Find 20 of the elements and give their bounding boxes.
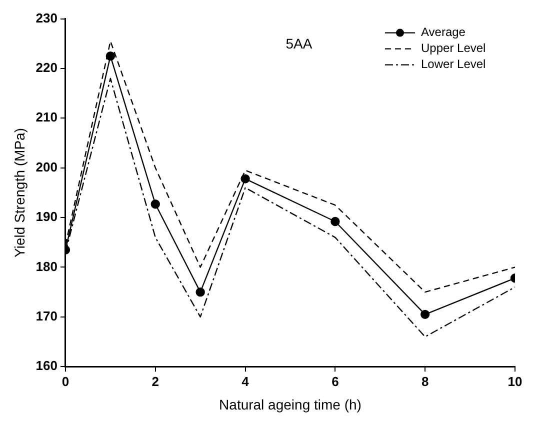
y-tick-label: 230	[36, 10, 58, 26]
legend-label: Average	[421, 25, 466, 40]
legend-label: Upper Level	[421, 41, 486, 56]
x-tick-label: 4	[242, 374, 250, 389]
x-tick-label: 8	[421, 374, 429, 389]
annotation: 5AA	[286, 36, 313, 52]
y-tick-label: 180	[36, 258, 58, 274]
x-tick-label: 2	[152, 374, 160, 389]
x-tick-label: 0	[62, 374, 70, 389]
y-tick-label: 160	[36, 358, 58, 374]
x-axis-title: Natural ageing time (h)	[219, 396, 362, 412]
y-tick-label: 190	[36, 209, 58, 224]
y-tick-label: 210	[36, 110, 58, 125]
x-tick-label: 6	[332, 374, 339, 389]
legend-label: Lower Level	[421, 57, 486, 72]
y-axis-title: Yield Strength (MPa)	[11, 128, 28, 258]
y-tick-label: 170	[36, 308, 58, 324]
y-tick-label: 200	[36, 159, 58, 174]
x-tick-label: 10	[508, 374, 522, 389]
y-tick-label: 220	[36, 60, 58, 76]
